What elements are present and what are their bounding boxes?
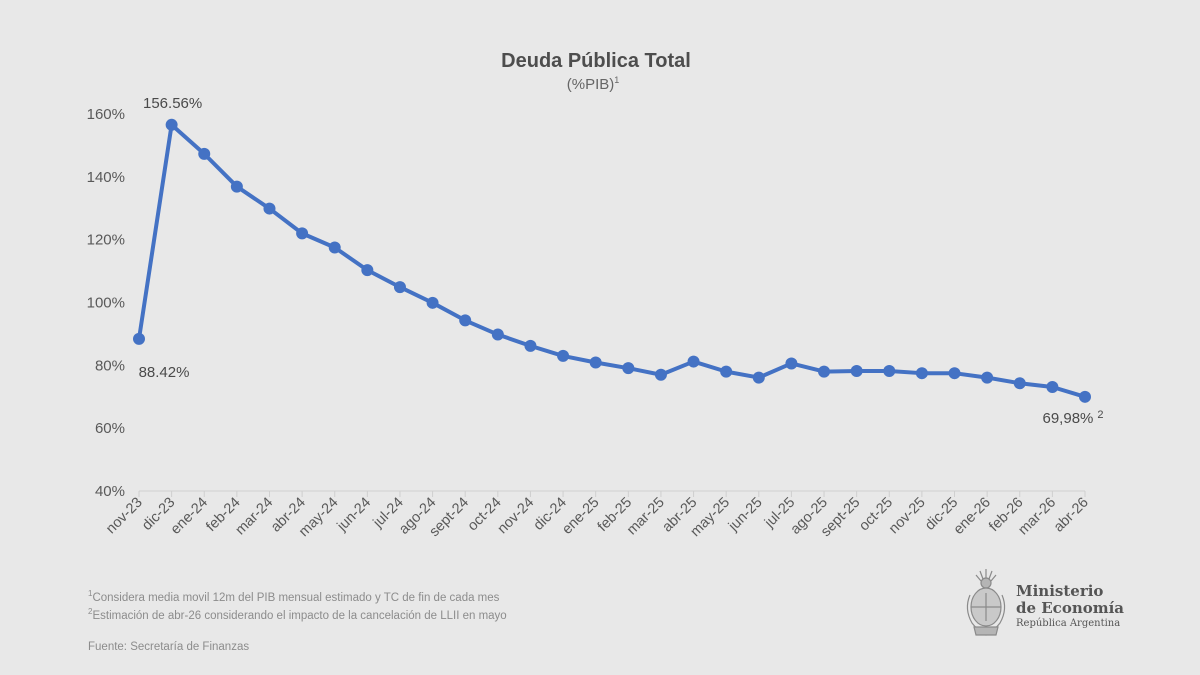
data-label-text: 69,98% <box>1043 410 1094 427</box>
logo-line-3: República Argentina <box>1016 618 1121 629</box>
data-point <box>1079 390 1091 403</box>
data-point <box>589 356 602 369</box>
y-tick-label: 160% <box>87 106 125 123</box>
data-point <box>361 264 374 277</box>
chart-subtitle-text: (%PIB) <box>567 76 615 93</box>
chart-title: Deuda Pública Total <box>501 50 691 72</box>
data-point <box>752 371 765 384</box>
data-point <box>557 349 570 362</box>
x-tick-label: ene-26 <box>951 495 994 538</box>
chart-subtitle-sup: 1 <box>614 75 619 85</box>
data-point <box>883 364 896 377</box>
data-point <box>948 367 961 380</box>
y-tick-label: 40% <box>95 483 125 500</box>
data-point <box>654 368 667 381</box>
data-point <box>818 365 831 378</box>
data-point <box>230 180 243 193</box>
data-point <box>491 328 504 341</box>
x-tick-label: mar-25 <box>624 495 668 539</box>
footnote-2-text: Estimación de abr-26 considerando el imp… <box>92 609 507 622</box>
data-point <box>785 357 798 370</box>
series-path <box>137 122 1086 399</box>
data-labels: 156.56% 88.42% 69,98% 2 <box>139 95 1104 427</box>
logo-line-2: de Economía <box>1016 599 1125 617</box>
data-point <box>459 314 472 327</box>
footnotes: 1Considera media movil 12m del PIB mensu… <box>88 587 507 654</box>
data-point <box>133 332 145 345</box>
argentina-coat-of-arms-icon <box>966 569 1006 636</box>
data-point <box>1046 381 1059 394</box>
data-point <box>263 202 276 215</box>
series-line <box>133 118 1091 403</box>
data-point <box>981 371 994 384</box>
data-point <box>198 147 211 160</box>
data-point <box>296 227 309 240</box>
y-tick-label: 120% <box>87 232 125 249</box>
footnote-1: 1Considera media movil 12m del PIB mensu… <box>88 587 507 605</box>
x-tick-label: ene-24 <box>168 495 211 538</box>
data-point <box>165 118 178 131</box>
data-point <box>524 339 537 352</box>
x-tick-label: nov-25 <box>886 495 929 538</box>
x-tick-label: jun-25 <box>725 495 766 536</box>
y-tick-label: 80% <box>95 357 125 374</box>
data-point <box>622 362 635 375</box>
x-tick-label: abr-26 <box>1051 495 1092 536</box>
y-tick-label: 100% <box>87 295 125 312</box>
x-tick-label: mar-24 <box>233 495 277 539</box>
x-tick-label: nov-23 <box>103 495 146 538</box>
ministry-logo: Ministerio de Economía República Argenti… <box>962 563 1132 643</box>
source-note: Fuente: Secretaría de Finanzas <box>88 640 250 653</box>
data-label-text: 88.42% <box>139 364 190 381</box>
data-point <box>426 296 439 309</box>
x-tick-label: ene-25 <box>559 495 602 538</box>
data-label: 69,98% 2 <box>1043 409 1104 427</box>
footnote-2: 2Estimación de abr-26 considerando el im… <box>88 605 507 623</box>
data-point <box>850 364 863 377</box>
x-tick-label: nov-24 <box>495 495 538 538</box>
y-axis: 40% 60% 80% 100% 120% 140% 160% <box>87 106 125 500</box>
data-point <box>393 281 406 294</box>
data-point <box>687 355 700 368</box>
data-point <box>720 365 733 378</box>
data-label: 156.56% <box>143 95 202 112</box>
data-point <box>915 367 928 380</box>
y-tick-label: 140% <box>87 169 125 186</box>
footnote-1-text: Considera media movil 12m del PIB mensua… <box>92 591 500 604</box>
data-label-sup: 2 <box>1097 409 1103 421</box>
data-point <box>1013 377 1026 390</box>
data-point <box>328 241 341 254</box>
x-tick-label: jun-24 <box>334 495 375 536</box>
x-axis: nov-23dic-23ene-24feb-24mar-24abr-24may-… <box>103 490 1092 540</box>
y-tick-label: 60% <box>95 420 125 437</box>
footnote-1-sup: 1 <box>88 589 93 598</box>
chart-subtitle: (%PIB)1 <box>567 75 620 93</box>
data-label-text: 156.56% <box>143 95 202 112</box>
x-tick-label: mar-26 <box>1015 495 1059 539</box>
data-label: 88.42% <box>139 364 190 381</box>
footnote-2-sup: 2 <box>88 606 93 616</box>
logo-line-1: Ministerio <box>1016 582 1104 600</box>
